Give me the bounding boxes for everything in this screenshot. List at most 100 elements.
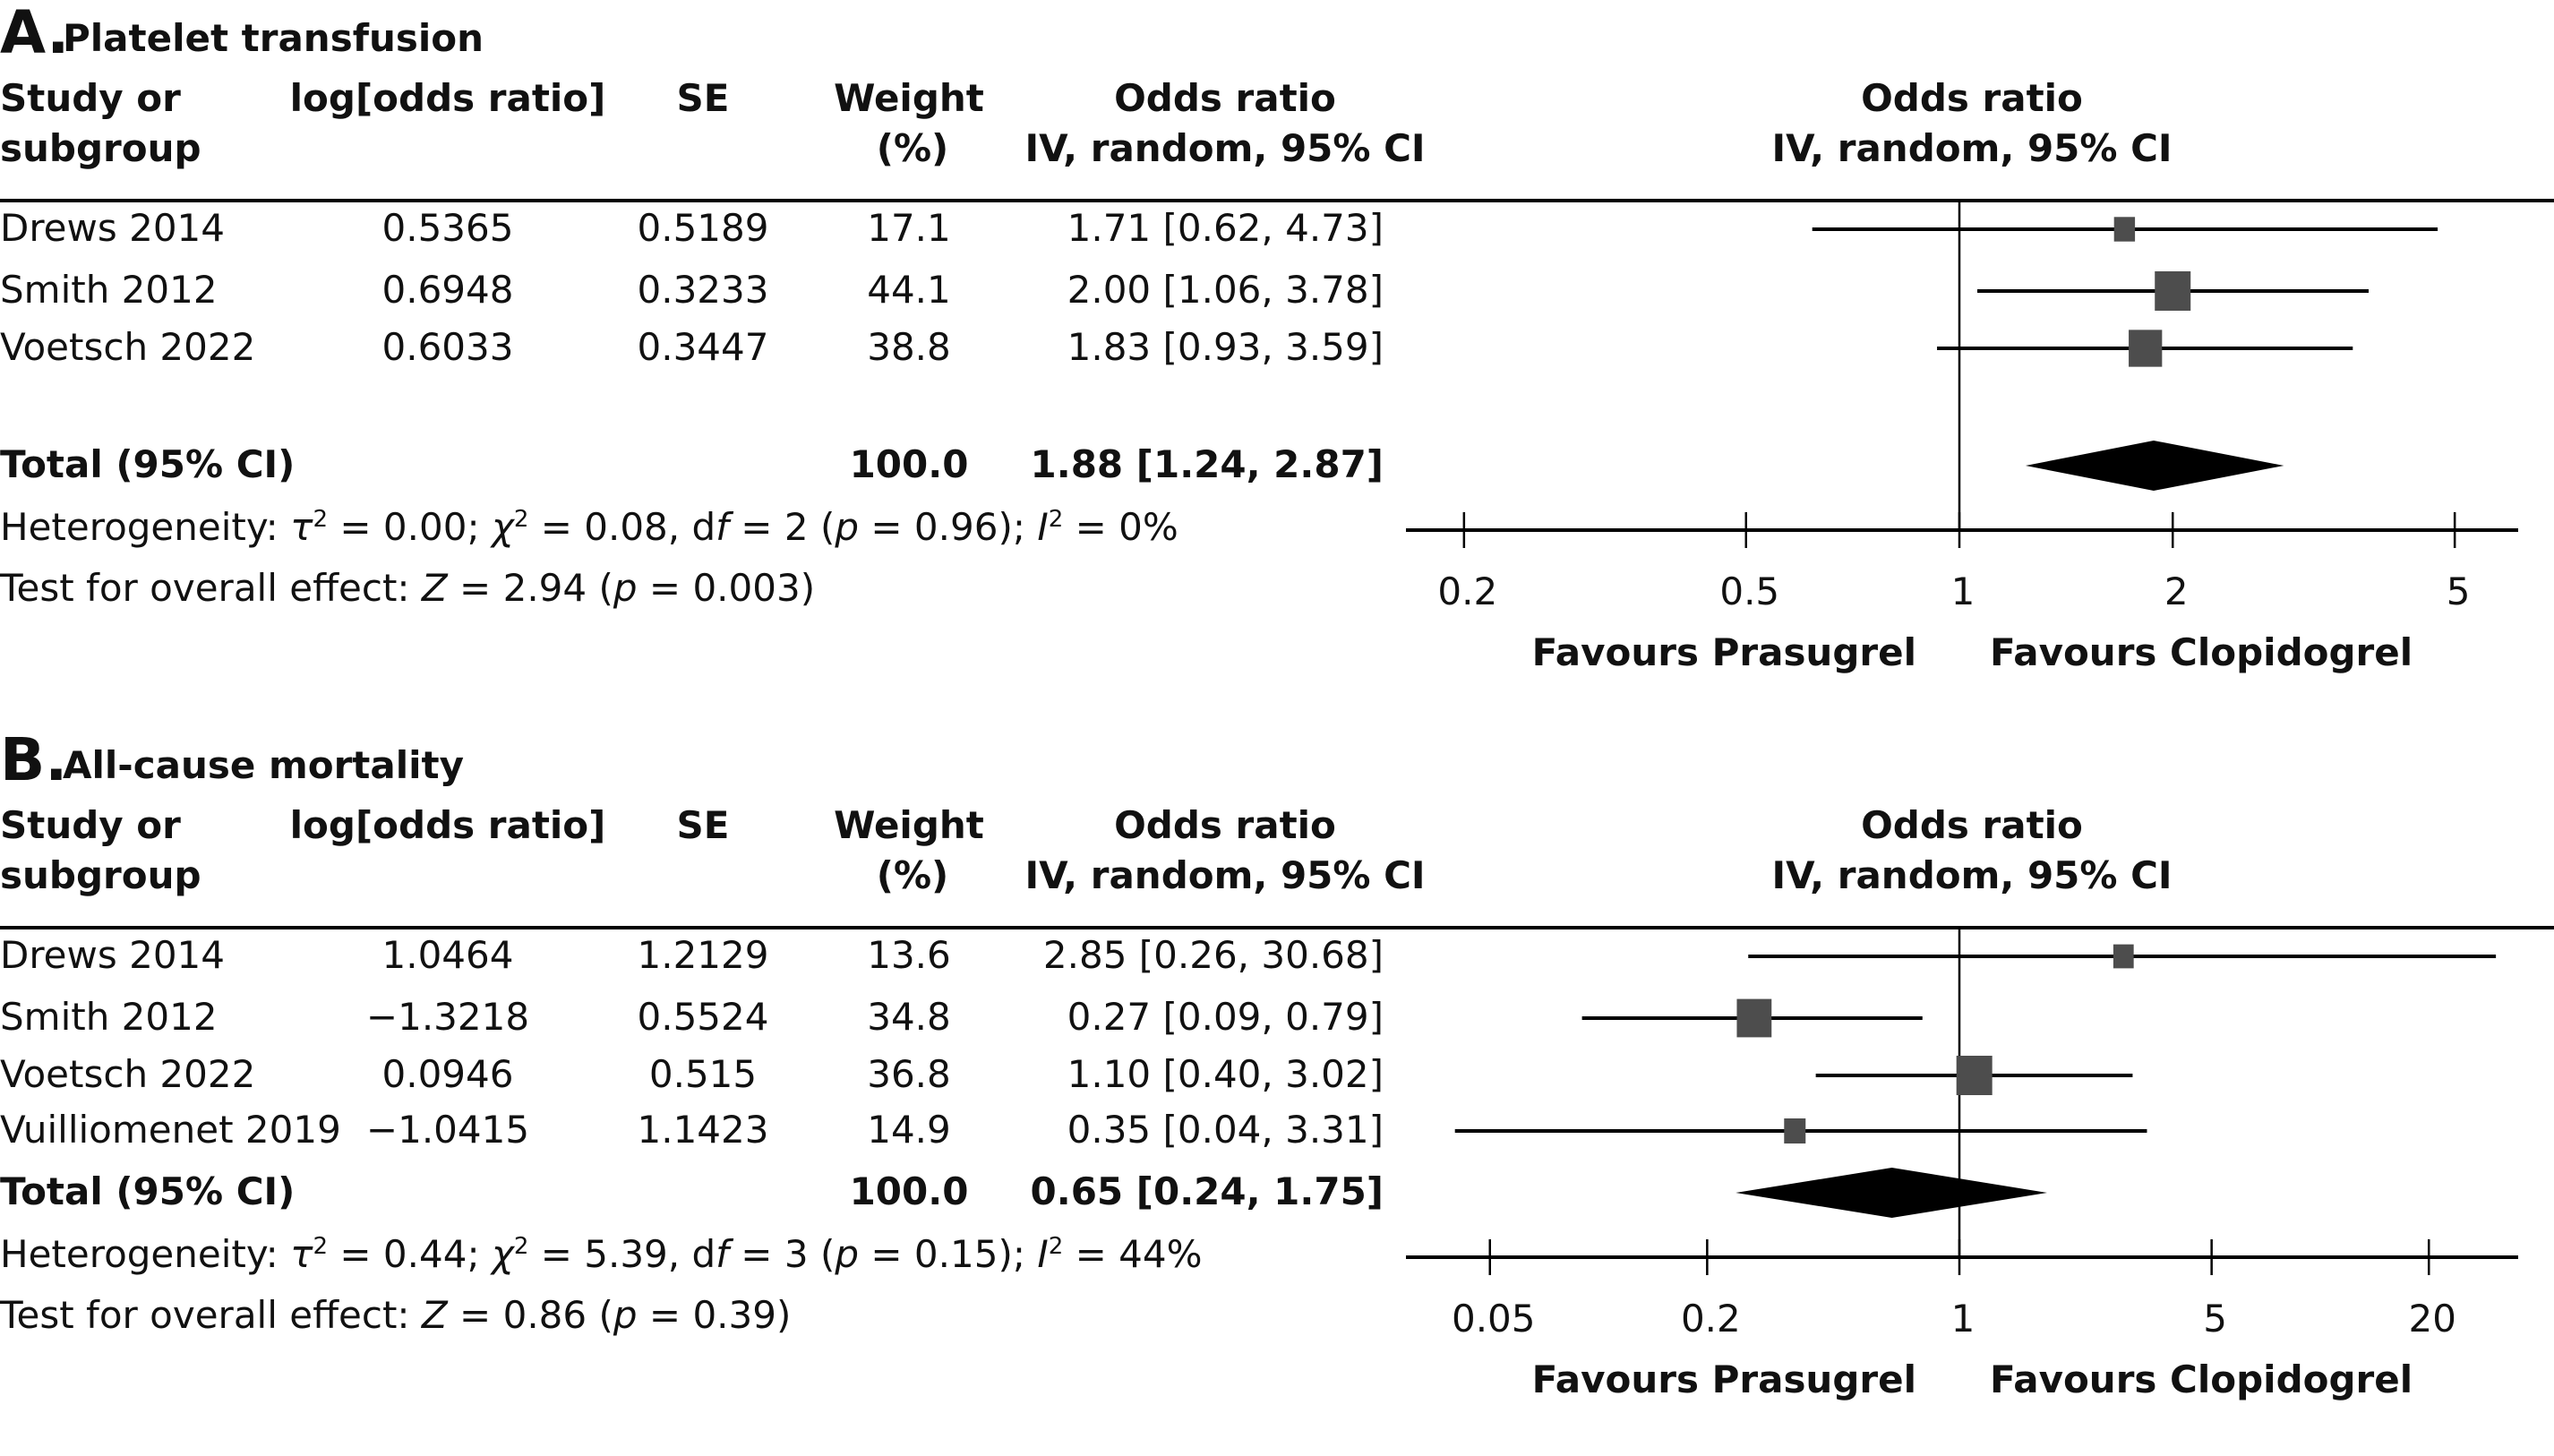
study-name: Voetsch 2022 bbox=[0, 325, 256, 369]
forest-panel-platelet-transfusion: A. Platelet transfusion Study or subgroup lo… bbox=[0, 0, 2554, 716]
study-name: Smith 2012 bbox=[0, 995, 218, 1039]
study-logor: 0.0946 bbox=[381, 1052, 514, 1096]
heterogeneity-part: 44% bbox=[1118, 1232, 1203, 1276]
column-header-or-line1: Odds ratio bbox=[1114, 803, 1336, 847]
overall-effect-part: = bbox=[447, 1293, 503, 1337]
overall-effect-part: ) bbox=[776, 1293, 792, 1337]
heterogeneity-part: = bbox=[1063, 505, 1119, 549]
total-label: Total (95% CI) bbox=[0, 1169, 296, 1213]
study-se: 0.5189 bbox=[637, 206, 769, 250]
study-se: 0.3447 bbox=[637, 325, 769, 369]
heterogeneity-part: Heterogeneity: bbox=[0, 1232, 291, 1276]
heterogeneity-part: 5.39 bbox=[584, 1232, 668, 1276]
column-header-weight-line2: (%) bbox=[876, 126, 949, 170]
heterogeneity-part: 0.00 bbox=[382, 505, 467, 549]
forest-plot-svg bbox=[0, 199, 2554, 548]
total-weight: 100.0 bbox=[849, 1169, 969, 1213]
column-header-study-line1: Study or bbox=[0, 803, 181, 847]
superscript-2: 2 bbox=[313, 506, 329, 533]
column-header-plot-line2: IV, random, 95% CI bbox=[1771, 853, 2173, 897]
column-header-plot-line2: IV, random, 95% CI bbox=[1771, 126, 2173, 170]
heterogeneity-part: Heterogeneity: bbox=[0, 505, 291, 549]
overall-effect-part: ) bbox=[800, 566, 816, 610]
heterogeneity-part: χ bbox=[491, 505, 514, 549]
heterogeneity-part: ( bbox=[808, 505, 836, 549]
overall-effect-part: 2.94 bbox=[502, 566, 587, 610]
study-or-ci: 2.85 [0.26, 30.68] bbox=[1042, 933, 1384, 977]
column-header-plot-line1: Odds ratio bbox=[1861, 803, 2083, 847]
study-weight: 44.1 bbox=[867, 268, 951, 312]
column-header-logor-line1: log[odds ratio] bbox=[289, 803, 606, 847]
superscript-2: 2 bbox=[513, 506, 529, 533]
favours-right-label: Favours Clopidogrel bbox=[1990, 630, 2413, 674]
overall-effect-part: = bbox=[447, 566, 503, 610]
study-logor: 0.5365 bbox=[381, 206, 514, 250]
study-weight: 34.8 bbox=[867, 995, 951, 1039]
study-or-ci: 1.10 [0.40, 3.02] bbox=[1067, 1052, 1384, 1096]
x-tick-label: 5 bbox=[2446, 570, 2471, 613]
study-or-ci: 0.35 [0.04, 3.31] bbox=[1067, 1108, 1384, 1152]
heterogeneity-part: = bbox=[528, 505, 585, 549]
study-se: 1.1423 bbox=[637, 1108, 769, 1152]
study-point-square bbox=[2155, 271, 2191, 311]
panel-letter: A. bbox=[0, 0, 70, 67]
study-weight: 38.8 bbox=[867, 325, 951, 369]
column-header-study-line1: Study or bbox=[0, 76, 181, 120]
heterogeneity-part: 0.96 bbox=[913, 505, 998, 549]
heterogeneity-text: Heterogeneity: τ2 = 0.44; χ2 = 5.39, df … bbox=[0, 1233, 1203, 1273]
overall-effect-part: ( bbox=[587, 566, 613, 610]
heterogeneity-part: = bbox=[859, 1232, 914, 1276]
total-or-ci: 0.65 [0.24, 1.75] bbox=[1030, 1169, 1384, 1213]
column-header-se-line1: SE bbox=[676, 803, 730, 847]
overall-effect-part: 0.003 bbox=[692, 566, 801, 610]
overall-effect-text: Test for overall effect: Z = 0.86 (p = 0… bbox=[0, 1297, 791, 1334]
heterogeneity-part: p bbox=[835, 505, 860, 549]
favours-left-label: Favours Prasugrel bbox=[1531, 1358, 1916, 1401]
heterogeneity-part: ); bbox=[998, 1232, 1038, 1276]
column-header-weight-line2: (%) bbox=[876, 853, 949, 897]
x-tick-label: 1 bbox=[1950, 1297, 1975, 1340]
heterogeneity-part: ); bbox=[998, 505, 1038, 549]
x-tick-label: 0.5 bbox=[1719, 570, 1780, 613]
overall-effect-part: p bbox=[613, 566, 638, 610]
column-header-se-line1: SE bbox=[676, 76, 730, 120]
heterogeneity-part: 0.15 bbox=[913, 1232, 998, 1276]
total-weight: 100.0 bbox=[849, 442, 969, 486]
heterogeneity-part: 0% bbox=[1118, 505, 1178, 549]
superscript-2: 2 bbox=[1048, 1233, 1064, 1260]
column-header-weight-line1: Weight bbox=[834, 803, 984, 847]
heterogeneity-part: p bbox=[835, 1232, 860, 1276]
heterogeneity-part: 0.44 bbox=[382, 1232, 467, 1276]
heterogeneity-part: 3 bbox=[784, 1232, 809, 1276]
pooled-effect-diamond bbox=[2025, 441, 2284, 491]
panel-title: All-cause mortality bbox=[63, 743, 464, 787]
superscript-2: 2 bbox=[313, 1233, 329, 1260]
total-or-ci: 1.88 [1.24, 2.87] bbox=[1030, 442, 1384, 486]
x-tick-label: 0.05 bbox=[1451, 1297, 1536, 1340]
panel-title: Platelet transfusion bbox=[63, 16, 484, 60]
study-weight: 14.9 bbox=[867, 1108, 951, 1152]
study-weight: 13.6 bbox=[867, 933, 951, 977]
study-logor: −1.0415 bbox=[365, 1108, 530, 1152]
heterogeneity-part: = bbox=[859, 505, 914, 549]
overall-effect-part: ( bbox=[587, 1293, 613, 1337]
study-point-square bbox=[1784, 1118, 1806, 1143]
heterogeneity-part: 0.08 bbox=[584, 505, 668, 549]
heterogeneity-part: τ bbox=[290, 1232, 313, 1276]
overall-effect-part: 0.86 bbox=[502, 1293, 587, 1337]
column-header-or-line2: IV, random, 95% CI bbox=[1024, 853, 1426, 897]
study-weight: 17.1 bbox=[867, 206, 951, 250]
overall-effect-part: Test for overall effect: bbox=[0, 566, 422, 610]
overall-effect-part: Z bbox=[421, 1293, 448, 1337]
study-point-square bbox=[1736, 998, 1772, 1038]
study-or-ci: 1.71 [0.62, 4.73] bbox=[1067, 206, 1384, 250]
superscript-2: 2 bbox=[513, 1233, 529, 1260]
study-name: Drews 2014 bbox=[0, 206, 225, 250]
study-point-square bbox=[2113, 217, 2136, 242]
study-se: 0.515 bbox=[648, 1052, 758, 1096]
heterogeneity-part: = bbox=[328, 1232, 383, 1276]
column-header-logor-line1: log[odds ratio] bbox=[289, 76, 606, 120]
study-point-square bbox=[1956, 1056, 1993, 1095]
column-header-plot-line1: Odds ratio bbox=[1861, 76, 2083, 120]
study-weight: 36.8 bbox=[867, 1052, 951, 1096]
